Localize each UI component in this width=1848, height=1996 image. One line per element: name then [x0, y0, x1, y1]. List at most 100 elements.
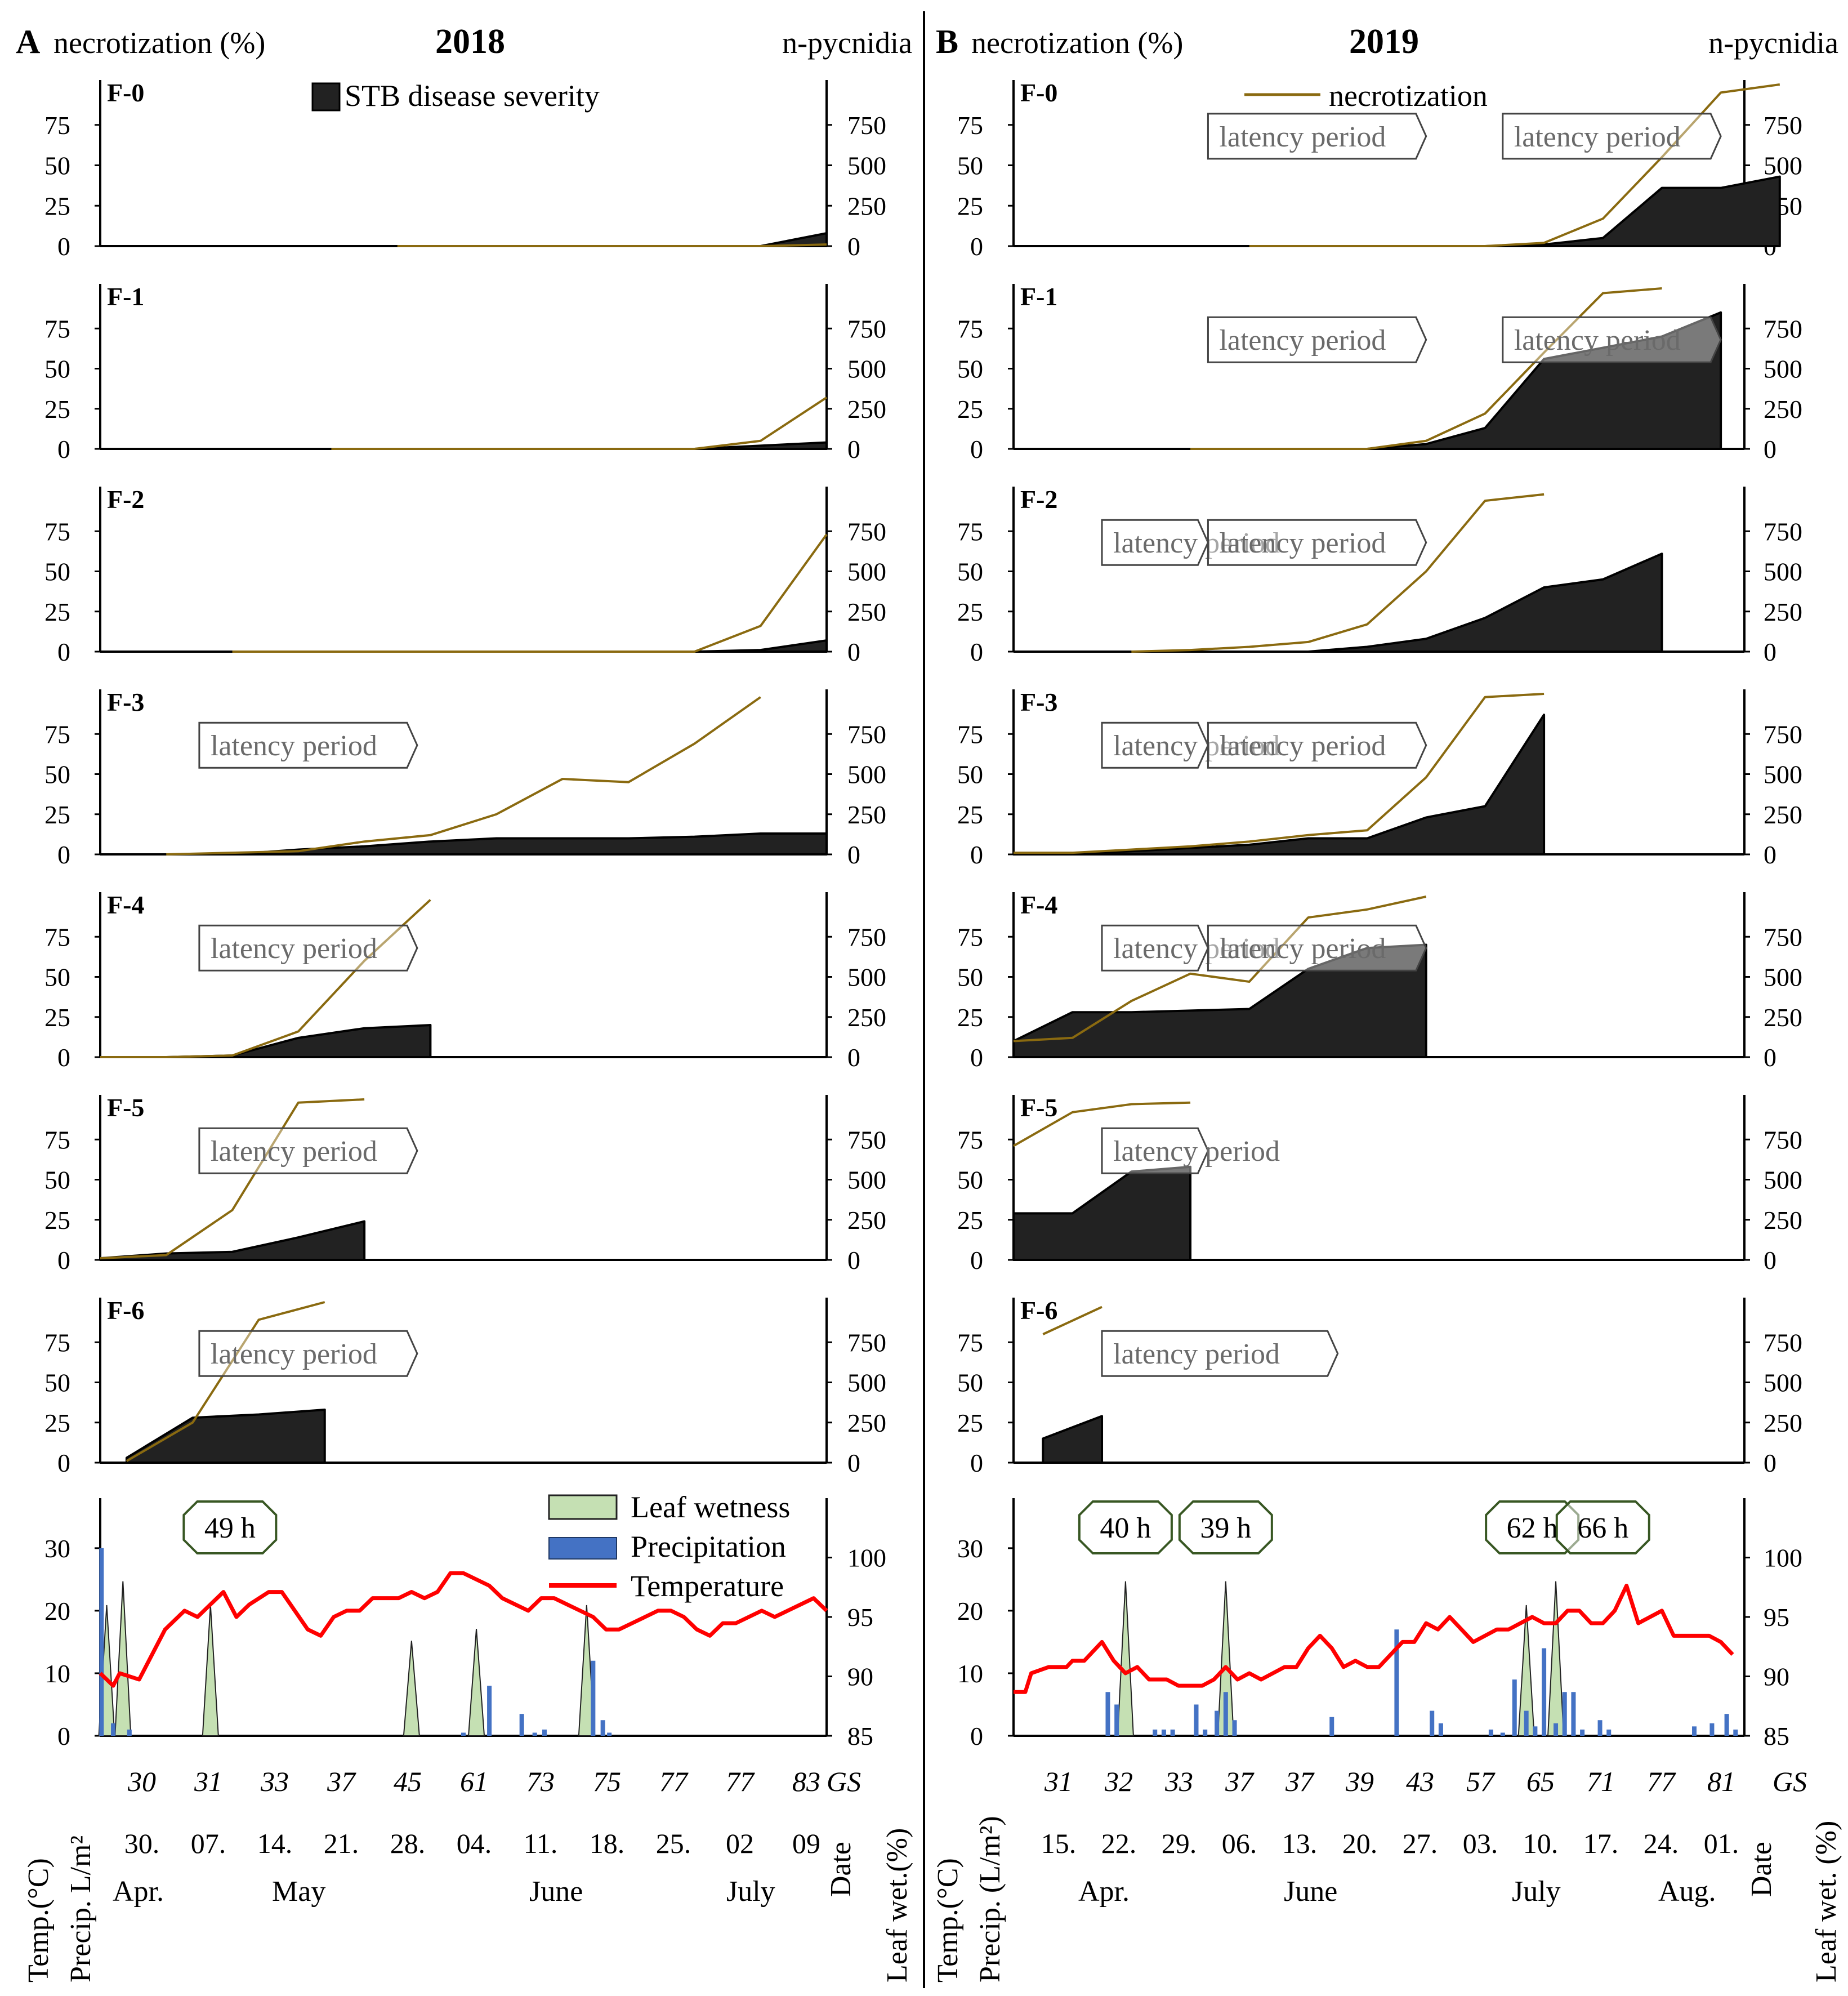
necrotization-line: [1042, 1306, 1102, 1335]
right-tick-label: 750: [1764, 1328, 1802, 1357]
right-tick-label: 500: [847, 152, 886, 180]
right-tick-label: 500: [847, 355, 886, 384]
gs-value: 37: [1285, 1766, 1315, 1797]
leaf-wetness-peak: [1547, 1581, 1565, 1736]
leaf-label: F-4: [1020, 890, 1057, 919]
right-tick-label: 250: [1764, 1003, 1802, 1032]
precipitation-bar: [1170, 1729, 1175, 1736]
date-value: 30.: [124, 1828, 160, 1859]
legend-temperature-label: Temperature: [631, 1569, 784, 1603]
severity-area: [1189, 311, 1722, 450]
leaf-label: F-5: [107, 1093, 144, 1122]
legend-severity-swatch: [311, 82, 341, 112]
precipitation-bar: [111, 1723, 116, 1736]
right-tick-label: 0: [847, 435, 860, 464]
latency-period-label: latency period: [211, 1135, 377, 1168]
severity-area: [99, 1024, 432, 1058]
left-tick-label: 50: [44, 152, 70, 180]
severity-area: [1042, 1415, 1104, 1464]
severity-area: [165, 832, 828, 856]
leaf-wetness-hours-box: [182, 1500, 278, 1554]
right-tick-label: 250: [1764, 395, 1802, 424]
weather-right-tick-label: 100: [1764, 1544, 1802, 1572]
left-tick-label: 0: [970, 435, 983, 464]
severity-area: [1012, 943, 1427, 1058]
precipitation-bar: [1524, 1710, 1529, 1736]
latency-period-label: latency period: [1514, 121, 1681, 153]
right-tick-label: 0: [847, 1246, 860, 1275]
date-value: 04.: [457, 1828, 492, 1859]
latency-period-box: [1207, 519, 1427, 566]
gs-value: 65: [1526, 1766, 1555, 1797]
left-tick-label: 25: [44, 598, 70, 626]
leaf-wetness-hours-label: 39 h: [1200, 1512, 1251, 1544]
precipitation-bar: [1215, 1710, 1220, 1736]
gs-value: 43: [1406, 1766, 1434, 1797]
gs-value: 31: [1044, 1766, 1073, 1797]
left-tick-label: 75: [957, 517, 983, 546]
precipitation-bar: [461, 1732, 466, 1736]
latency-period-label: latency period: [1113, 1135, 1280, 1168]
leaf-wetness-hours-label: 40 h: [1100, 1512, 1151, 1544]
panel-b-bottom-axis: GS Date Temp.(°C) Precip. (L/m²) Leaf we…: [932, 1766, 1842, 1982]
date-value: 07.: [191, 1828, 226, 1859]
date-value: 03.: [1463, 1828, 1498, 1859]
weather-right-tick-label: 85: [847, 1722, 873, 1750]
date-value: 06.: [1222, 1828, 1257, 1859]
leaf-wetness-hours-box: [1178, 1500, 1273, 1554]
left-tick-label: 50: [44, 1369, 70, 1397]
severity-area: [231, 639, 828, 653]
left-tick-label: 0: [57, 435, 70, 464]
necrotization-line: [1013, 1101, 1191, 1147]
severity-area: [1130, 553, 1663, 653]
latency-period-box: [1502, 113, 1722, 160]
right-tick-label: 0: [847, 840, 860, 869]
precipitation-bar: [1438, 1723, 1443, 1736]
legend-leaf-wetness-label: Leaf wetness: [631, 1490, 790, 1524]
date-value: 25.: [656, 1828, 691, 1859]
date-value: 18.: [590, 1828, 625, 1859]
gs-value: 37: [327, 1766, 356, 1797]
severity-area: [125, 1408, 326, 1464]
latency-period-label: latency period: [211, 730, 377, 762]
left-tick-label: 50: [44, 558, 70, 586]
right-tick-label: 0: [847, 1043, 860, 1072]
leaf-label: F-6: [107, 1296, 144, 1325]
necrotization-line: [232, 533, 828, 653]
weather-right-tick-label: 100: [847, 1544, 886, 1572]
precipitation-bar: [1533, 1726, 1538, 1736]
weather-right-tick-label: 95: [1764, 1603, 1789, 1632]
date-value: 02: [726, 1828, 754, 1859]
gs-value: 71: [1587, 1766, 1615, 1797]
precipitation-bar: [1153, 1729, 1158, 1736]
right-tick-label: 500: [1764, 355, 1802, 384]
panel-a-month-apr: Apr.: [113, 1875, 164, 1908]
right-tick-label: 750: [1764, 720, 1802, 748]
left-tick-label: 75: [44, 923, 70, 951]
left-tick-label: 0: [970, 1246, 983, 1275]
leaf-label: F-2: [107, 485, 144, 514]
left-tick-label: 75: [44, 111, 70, 140]
gs-value: 57: [1466, 1766, 1496, 1797]
precipitation-bar: [1394, 1629, 1399, 1736]
panel-b-month-june: June: [1284, 1875, 1337, 1908]
latency-period-box: [1207, 721, 1427, 769]
left-tick-label: 0: [57, 840, 70, 869]
right-tick-label: 250: [1764, 800, 1802, 829]
left-tick-label: 50: [44, 963, 70, 992]
panel-a-month-may: May: [272, 1875, 325, 1908]
panel-b-precip-label: Precip. (L/m²): [974, 1816, 1006, 1982]
severity-area: [1012, 1165, 1192, 1261]
leaf-label: F-4: [107, 890, 144, 919]
precipitation-bar: [1232, 1720, 1237, 1736]
weather-left-tick-label: 10: [957, 1659, 983, 1688]
latency-period-box: [1207, 113, 1427, 160]
right-tick-label: 500: [847, 760, 886, 789]
necrotization-line: [1131, 493, 1545, 653]
right-tick-label: 750: [847, 517, 886, 546]
date-value: 22.: [1101, 1828, 1137, 1859]
left-tick-label: 75: [44, 314, 70, 343]
left-tick-label: 0: [970, 1043, 983, 1072]
left-tick-label: 50: [44, 355, 70, 384]
